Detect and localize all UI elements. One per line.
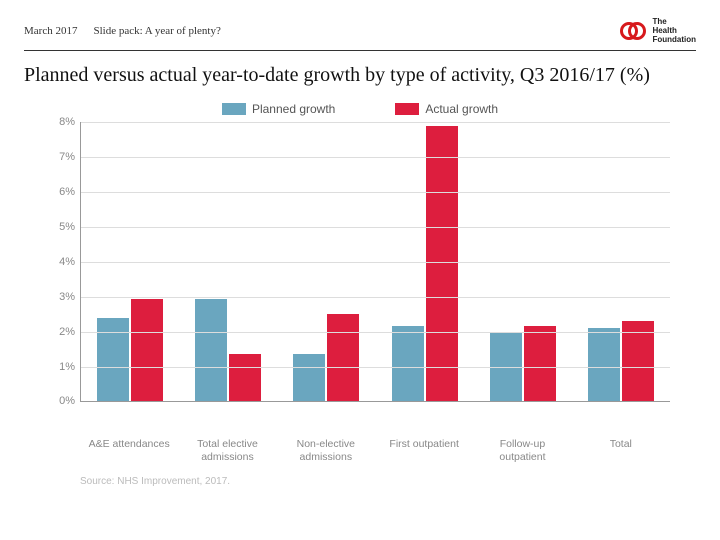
- logo-text: The Health Foundation: [652, 18, 696, 44]
- grid-line: [81, 227, 670, 228]
- bar-actual: [229, 354, 261, 401]
- pack-text: Slide pack: A year of plenty?: [93, 25, 220, 37]
- logo: The Health Foundation: [620, 18, 696, 44]
- x-tick-label: First outpatient: [375, 438, 473, 463]
- y-tick-label: 8%: [59, 116, 81, 128]
- bar-planned: [293, 354, 325, 401]
- y-tick-label: 5%: [59, 221, 81, 233]
- grid-line: [81, 192, 670, 193]
- legend-item-actual: Actual growth: [395, 102, 498, 116]
- grid-line: [81, 262, 670, 263]
- header-divider: [24, 50, 696, 51]
- y-tick-label: 3%: [59, 291, 81, 303]
- grid-line: [81, 122, 670, 123]
- x-tick-label: A&E attendances: [80, 438, 178, 463]
- chart-area: 0%1%2%3%4%5%6%7%8% A&E attendancesTotal …: [80, 122, 670, 432]
- bar-planned: [97, 318, 129, 402]
- header-left: March 2017 Slide pack: A year of plenty?: [24, 25, 221, 37]
- grid-line: [81, 367, 670, 368]
- y-tick-label: 1%: [59, 361, 81, 373]
- y-tick-label: 7%: [59, 151, 81, 163]
- bar-actual: [622, 321, 654, 401]
- legend-label: Planned growth: [252, 102, 335, 116]
- source-text: Source: NHS Improvement, 2017.: [80, 476, 680, 487]
- logo-line: Foundation: [652, 36, 696, 45]
- bar-actual: [524, 326, 556, 401]
- x-axis-labels: A&E attendancesTotal elective admissions…: [80, 438, 670, 463]
- bar-planned: [392, 326, 424, 401]
- bar-actual: [426, 126, 458, 402]
- bar-actual: [131, 299, 163, 402]
- chart: Planned growth Actual growth 0%1%2%3%4%5…: [0, 90, 720, 487]
- y-tick-label: 4%: [59, 256, 81, 268]
- grid-line: [81, 332, 670, 333]
- y-tick-label: 0%: [59, 395, 81, 407]
- x-tick-label: Non-elective admissions: [277, 438, 375, 463]
- x-tick-label: Total: [572, 438, 670, 463]
- x-tick-label: Follow-up outpatient: [473, 438, 571, 463]
- legend-label: Actual growth: [425, 102, 498, 116]
- legend-item-planned: Planned growth: [222, 102, 335, 116]
- y-tick-label: 6%: [59, 186, 81, 198]
- grid-line: [81, 157, 670, 158]
- bar-actual: [327, 314, 359, 401]
- bar-planned: [588, 328, 620, 401]
- bar-planned: [195, 299, 227, 402]
- grid-line: [81, 297, 670, 298]
- legend-swatch-planned: [222, 103, 246, 115]
- page-title: Planned versus actual year-to-date growt…: [0, 59, 720, 90]
- header: March 2017 Slide pack: A year of plenty?…: [0, 0, 720, 50]
- plot-area: 0%1%2%3%4%5%6%7%8%: [80, 122, 670, 402]
- legend-swatch-actual: [395, 103, 419, 115]
- legend: Planned growth Actual growth: [40, 102, 680, 116]
- y-tick-label: 2%: [59, 326, 81, 338]
- date-text: March 2017: [24, 25, 77, 37]
- x-tick-label: Total elective admissions: [178, 438, 276, 463]
- logo-icon: [620, 18, 646, 44]
